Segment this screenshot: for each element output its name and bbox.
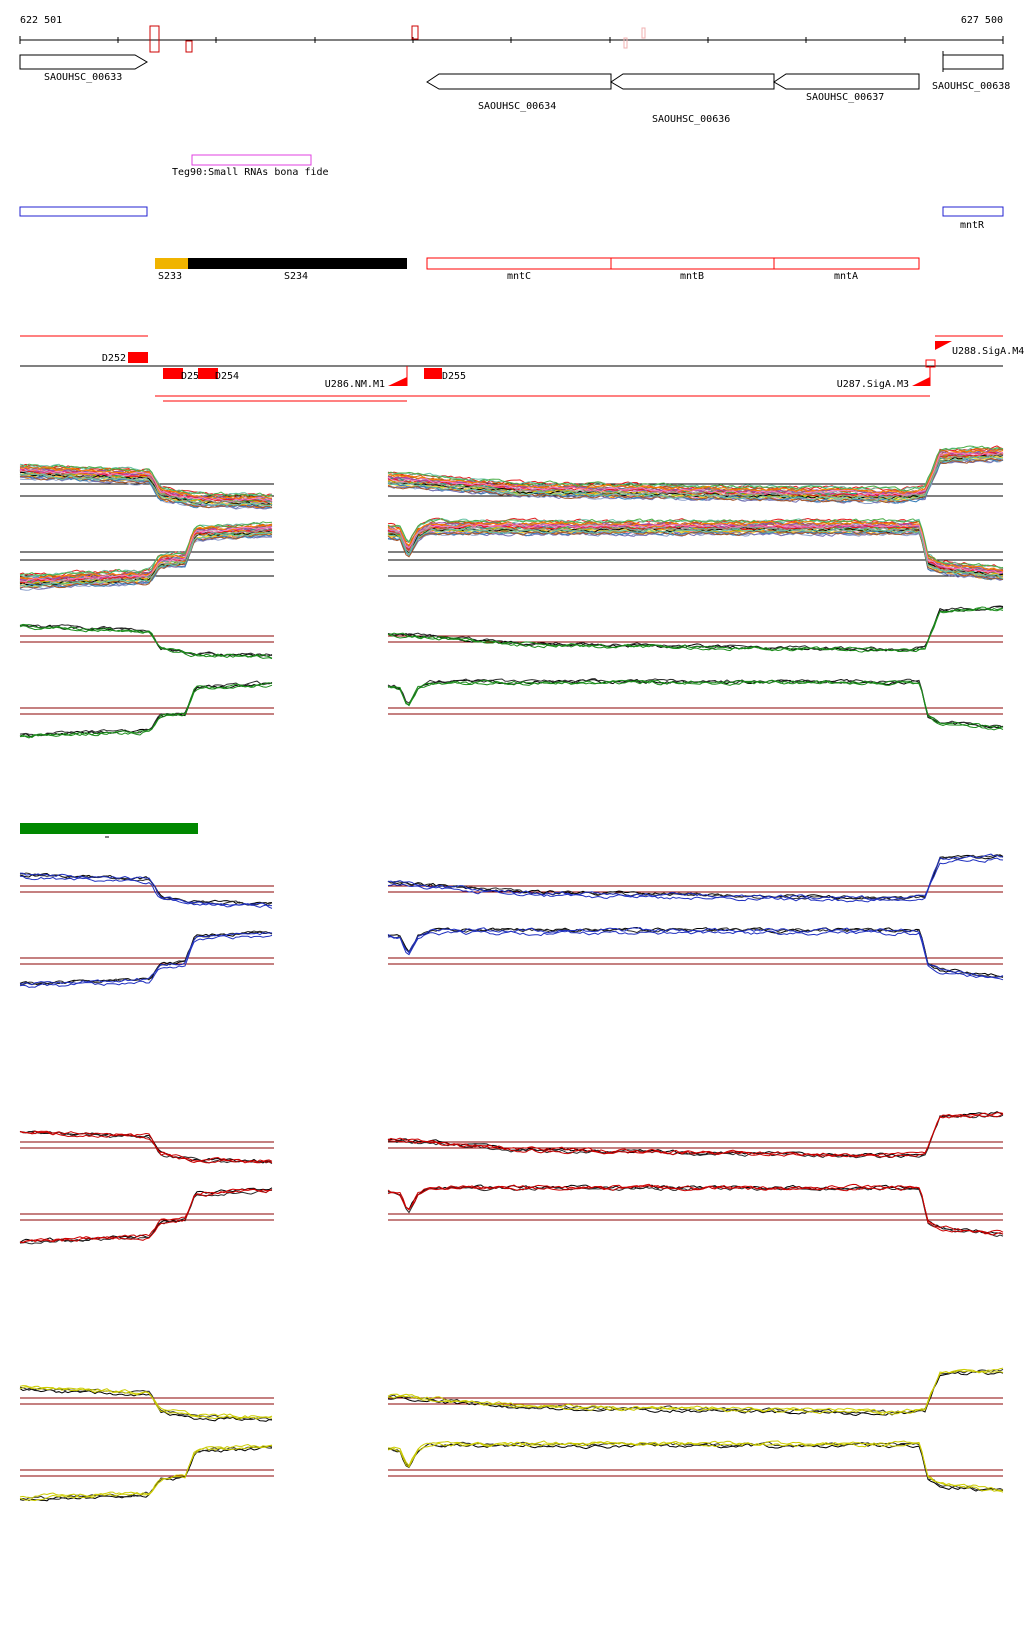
ruler-end-label: 627 500 bbox=[961, 15, 1003, 26]
operon-mntb-label: mntB bbox=[680, 271, 704, 282]
downshift-d254-label: D254 bbox=[215, 371, 239, 382]
coordinate-ruler: 622 501 627 500 bbox=[19, 15, 1004, 53]
ruler-start-label: 622 501 bbox=[20, 15, 62, 26]
condition-bar-track bbox=[20, 823, 198, 838]
segment-s233[interactable] bbox=[155, 258, 188, 269]
regulator-box-mntr[interactable] bbox=[942, 206, 1004, 217]
segment-s233-label: S233 bbox=[158, 271, 182, 282]
upshift-u286-label: U286.NM.M1 bbox=[325, 379, 385, 390]
upshift-u287[interactable] bbox=[912, 377, 930, 386]
gene-saouhsc-00637[interactable]: SAOUHSC_00637 bbox=[773, 73, 920, 103]
profile-panel-yellow bbox=[19, 1367, 1004, 1502]
gene-label: SAOUHSC_00638 bbox=[932, 81, 1010, 92]
downshift-d253-label: D253 bbox=[181, 371, 205, 382]
segment-track: S233 S234 mntC mntB mntA bbox=[155, 257, 920, 282]
regulator-track: mntR bbox=[19, 206, 1004, 231]
upshift-u287-label: U287.SigA.M3 bbox=[837, 379, 909, 390]
downshift-d255[interactable] bbox=[424, 368, 442, 379]
downshift-d255-label: D255 bbox=[442, 371, 466, 382]
gene-track: SAOUHSC_00633 SAOUHSC_00634 SAOUHSC_0063… bbox=[19, 51, 1010, 125]
gene-saouhsc-00633[interactable]: SAOUHSC_00633 bbox=[19, 54, 148, 83]
gene-label: SAOUHSC_00633 bbox=[44, 72, 122, 83]
gene-saouhsc-00634[interactable]: SAOUHSC_00634 bbox=[426, 73, 612, 112]
gene-label: SAOUHSC_00636 bbox=[652, 114, 730, 125]
ruler-ticks bbox=[19, 36, 1004, 44]
operon-mnt[interactable] bbox=[426, 257, 920, 270]
profile-panel-green bbox=[19, 605, 1004, 739]
condition-bar[interactable] bbox=[20, 823, 198, 834]
gene-saouhsc-00638[interactable]: SAOUHSC_00638 bbox=[932, 51, 1010, 92]
downshift-d254[interactable] bbox=[198, 368, 218, 379]
upshift-u288-label: U288.SigA.M4 bbox=[952, 346, 1024, 357]
downshift-d252-label: D252 bbox=[102, 353, 126, 364]
operon-mnta-label: mntA bbox=[834, 271, 858, 282]
gene-label: SAOUHSC_00637 bbox=[806, 92, 884, 103]
transcription-track: D252 D253 D254 D255 U286.NM.M1 U287.SigA… bbox=[20, 335, 1024, 402]
upshift-u288[interactable] bbox=[935, 341, 952, 350]
upshift-u286[interactable] bbox=[388, 377, 407, 386]
small-rna-track: Teg90:Small RNAs bona fide bbox=[172, 154, 329, 178]
profile-panel-blue bbox=[19, 853, 1004, 988]
small-rna-teg90[interactable] bbox=[191, 154, 312, 166]
segment-s234-label: S234 bbox=[284, 271, 308, 282]
gene-saouhsc-00636[interactable]: SAOUHSC_00636 bbox=[610, 73, 775, 125]
expression-profile-panels bbox=[19, 445, 1004, 1502]
downshift-d252[interactable] bbox=[128, 352, 148, 363]
gene-label: SAOUHSC_00634 bbox=[478, 101, 556, 112]
profile-panel-red bbox=[19, 1111, 1004, 1245]
mntr-label: mntR bbox=[960, 220, 985, 231]
profile-panel-multicondition bbox=[19, 445, 1004, 591]
ruler-markers bbox=[149, 25, 646, 53]
regulator-box-left[interactable] bbox=[19, 206, 148, 217]
operon-mntc-label: mntC bbox=[507, 271, 531, 282]
small-rna-label: Teg90:Small RNAs bona fide bbox=[172, 167, 329, 178]
segment-s234[interactable] bbox=[188, 258, 407, 269]
downshift-d253[interactable] bbox=[163, 368, 183, 379]
